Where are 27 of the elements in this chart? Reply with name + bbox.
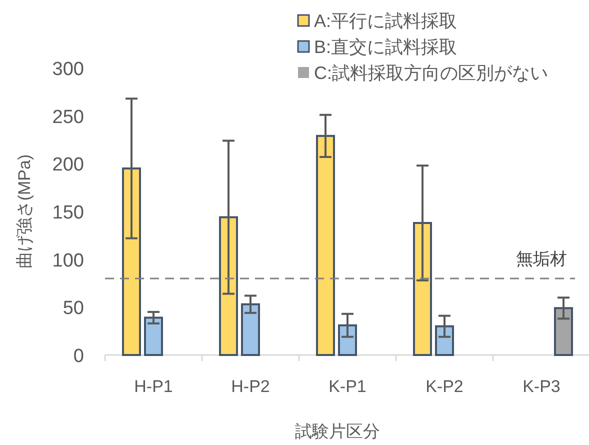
- y-tick-label: 0: [73, 346, 84, 367]
- y-tick-label: 100: [52, 250, 84, 272]
- x-tick-label: H-P2: [231, 377, 270, 396]
- bar: [413, 222, 432, 356]
- x-tick-label: K-P3: [522, 377, 560, 396]
- bar: [435, 325, 454, 356]
- legend-label: A:平行に試料採取: [314, 11, 458, 31]
- y-tick-label: 300: [52, 59, 84, 80]
- legend-label: C:試料採取方向の区別がない: [314, 63, 548, 83]
- y-tick-label: 200: [52, 154, 84, 176]
- ref-line-label: 無垢材: [516, 249, 567, 268]
- bar: [554, 307, 573, 356]
- y-tick-label: 50: [62, 298, 84, 320]
- y-tick-label: 150: [52, 202, 84, 224]
- bar: [144, 316, 163, 356]
- bar: [122, 167, 141, 356]
- y-axis-title: 曲げ強さ(MPa): [15, 154, 34, 269]
- bar: [338, 324, 357, 356]
- x-axis-title: 試験片区分: [295, 422, 380, 441]
- bar: [316, 134, 335, 356]
- bar: [241, 303, 260, 356]
- x-tick-label: K-P2: [426, 377, 464, 396]
- legend-label: B:直交に試料採取: [314, 37, 458, 57]
- bar: [219, 216, 238, 356]
- x-tick-label: H-P1: [134, 377, 173, 396]
- x-tick-label: K-P1: [328, 377, 366, 396]
- y-tick-label: 250: [52, 106, 84, 128]
